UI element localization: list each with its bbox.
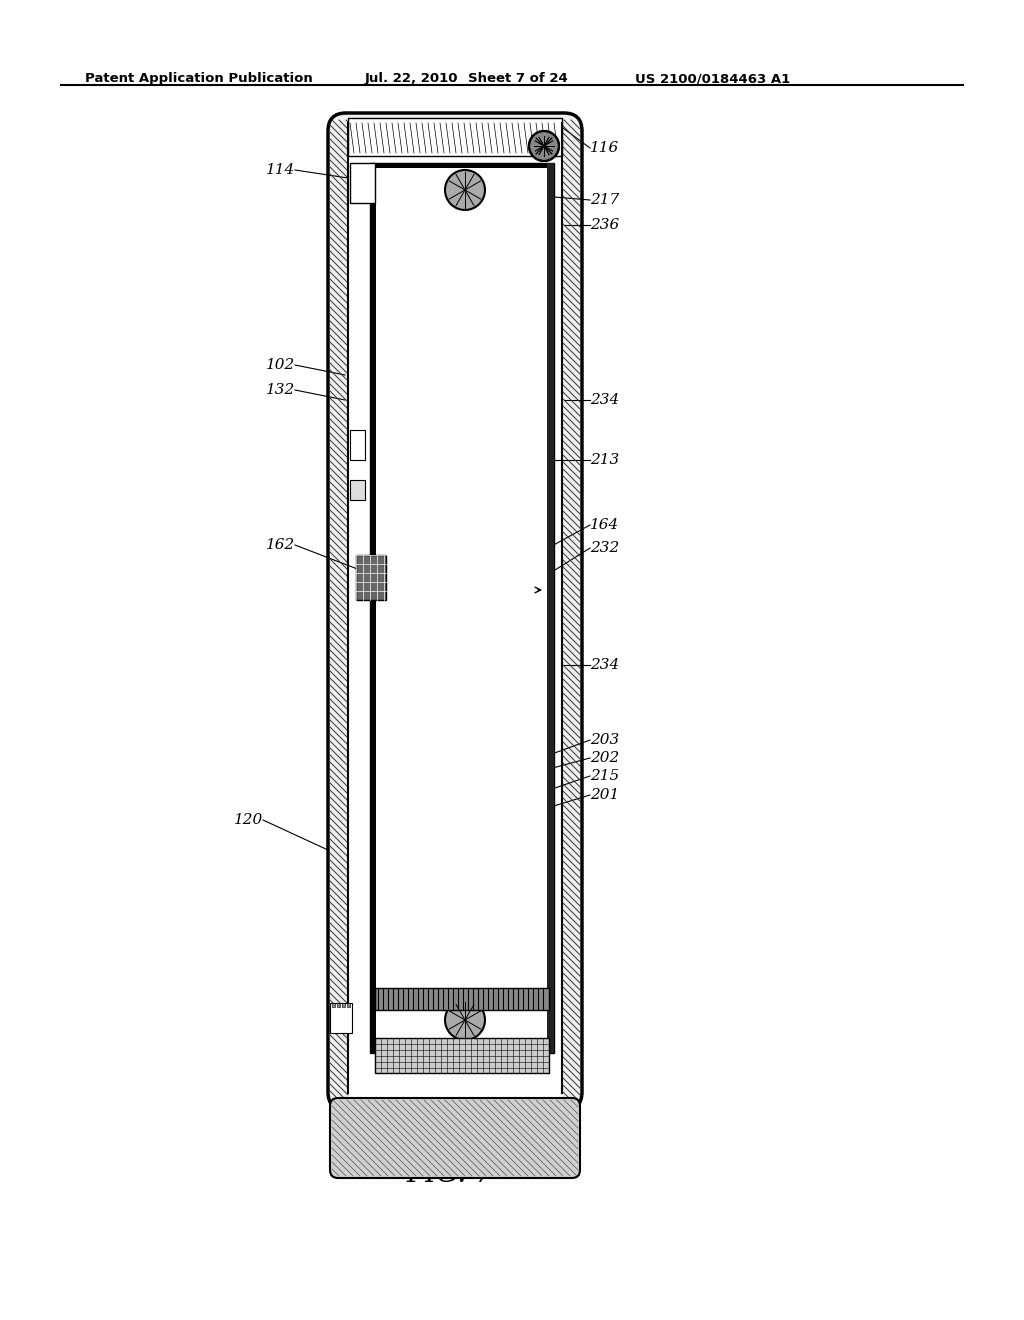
Text: 234: 234 — [590, 393, 620, 407]
Text: Jul. 22, 2010: Jul. 22, 2010 — [365, 73, 459, 84]
Circle shape — [445, 1001, 485, 1040]
FancyBboxPatch shape — [330, 1098, 580, 1177]
Bar — [330, 1003, 352, 1034]
Text: 232: 232 — [590, 541, 620, 554]
Circle shape — [445, 170, 485, 210]
Text: 215: 215 — [590, 770, 620, 783]
Text: 234: 234 — [590, 657, 620, 672]
Text: FIG. 7: FIG. 7 — [407, 1162, 494, 1188]
Text: 201: 201 — [590, 788, 620, 803]
Text: 114: 114 — [266, 162, 295, 177]
Bar — [337, 1003, 340, 1007]
Text: 116: 116 — [590, 141, 620, 154]
Text: 217: 217 — [590, 193, 620, 207]
Bar — [332, 1003, 335, 1007]
Text: 132: 132 — [266, 383, 295, 397]
Bar — [547, 162, 554, 1053]
Circle shape — [530, 132, 558, 160]
Bar — [350, 430, 365, 459]
Text: 164: 164 — [590, 517, 620, 532]
Text: 236: 236 — [590, 218, 620, 232]
Bar — [350, 162, 375, 203]
Bar — [375, 1038, 549, 1073]
Bar — [356, 554, 386, 601]
Text: Patent Application Publication: Patent Application Publication — [85, 73, 312, 84]
Text: 213: 213 — [590, 453, 620, 467]
Bar — [348, 117, 562, 156]
Text: 102: 102 — [266, 358, 295, 372]
FancyBboxPatch shape — [328, 114, 582, 1110]
Text: 203: 203 — [590, 733, 620, 747]
Bar — [350, 480, 365, 500]
Bar — [370, 162, 554, 1053]
Text: US 2100/0184463 A1: US 2100/0184463 A1 — [635, 73, 791, 84]
Bar — [347, 1003, 350, 1007]
Text: 120: 120 — [233, 813, 263, 828]
Text: 162: 162 — [266, 539, 295, 552]
Bar — [348, 117, 562, 1098]
Bar — [342, 1003, 345, 1007]
Bar — [376, 168, 548, 1048]
Text: 202: 202 — [590, 751, 620, 766]
Bar — [375, 987, 549, 1010]
Text: Sheet 7 of 24: Sheet 7 of 24 — [468, 73, 567, 84]
